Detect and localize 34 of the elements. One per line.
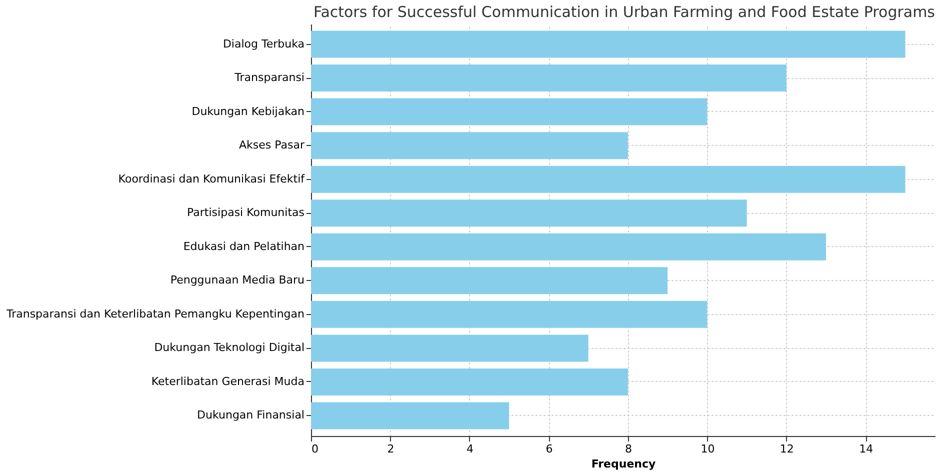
x-tick-label: 0 xyxy=(312,442,318,456)
y-tick-label: Transparansi xyxy=(234,71,304,84)
y-tick-label: Akses Pasar xyxy=(239,138,305,152)
bar xyxy=(311,30,906,58)
x-tick-label: 14 xyxy=(859,442,874,456)
bar xyxy=(311,334,588,362)
y-tick-label: Dukungan Finansial xyxy=(197,408,304,422)
bar xyxy=(311,233,826,260)
y-tick-label: Dialog Terbuka xyxy=(222,37,304,50)
y-tick-label: Keterlibatan Generasi Muda xyxy=(151,374,304,388)
y-tick-label: Partisipasi Komunitas xyxy=(187,206,305,220)
bar xyxy=(311,368,628,396)
bar xyxy=(311,200,747,227)
x-tick-label: 2 xyxy=(387,442,394,456)
x-tick-label: 10 xyxy=(700,442,715,456)
x-tick-label: 12 xyxy=(780,442,794,456)
bar xyxy=(311,64,786,92)
bar xyxy=(311,402,510,430)
y-tick-label: Koordinasi dan Komunikasi Efektif xyxy=(118,172,306,186)
bar xyxy=(311,300,708,328)
x-tick-label: 4 xyxy=(466,442,474,456)
bar xyxy=(311,132,628,160)
bar xyxy=(311,267,668,294)
x-tick-label: 6 xyxy=(546,442,553,456)
chart-title: Factors for Successful Communication in Urban Farming and Food Estate Programs xyxy=(313,3,936,21)
y-tick-label: Penggunaan Media Baru xyxy=(170,274,304,287)
bar xyxy=(311,166,906,193)
x-axis-title: Frequency xyxy=(591,458,656,470)
x-tick-label: 8 xyxy=(624,442,632,456)
bar xyxy=(311,98,708,126)
y-tick-label: Edukasi dan Pelatihan xyxy=(183,240,305,253)
y-tick-label: Dukungan Kebijakan xyxy=(192,104,305,118)
y-tick-label: Transparansi dan Keterlibatan Pemangku Kepentingan xyxy=(5,307,305,320)
y-tick-label: Dukungan Teknologi Digital xyxy=(154,341,304,354)
